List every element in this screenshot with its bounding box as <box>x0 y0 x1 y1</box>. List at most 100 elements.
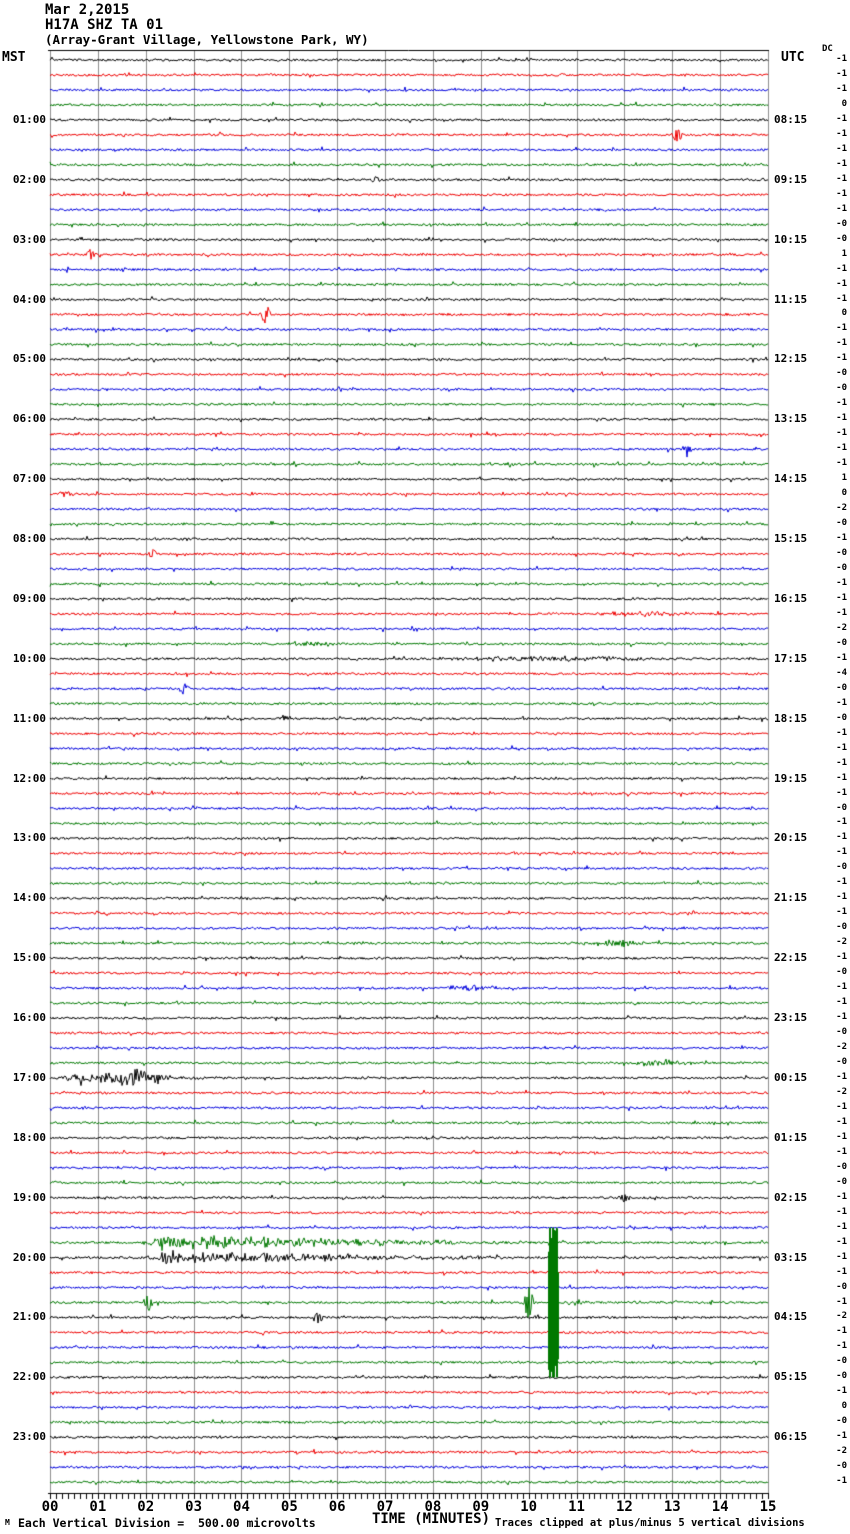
right-time-label: 02:15 <box>774 1190 808 1204</box>
dc-offset-value: -1 <box>836 1431 847 1442</box>
dc-offset-value: -1 <box>836 338 847 349</box>
dc-offset-value: -0 <box>836 967 847 978</box>
dc-offset-value: 0 <box>841 308 847 319</box>
dc-offset-value: 0 <box>841 98 847 109</box>
dc-offset-value: -1 <box>836 952 847 963</box>
dc-offset-value: -2 <box>836 622 847 633</box>
dc-offset-value: -0 <box>836 233 847 244</box>
dc-offset-value: -1 <box>836 817 847 828</box>
left-time-label: 09:00 <box>12 591 46 605</box>
dc-offset-value: -1 <box>836 652 847 663</box>
dc-offset-value: -1 <box>836 1221 847 1232</box>
dc-offset-value: -0 <box>836 368 847 379</box>
right-time-label: 00:15 <box>774 1070 808 1084</box>
dc-offset-value: -1 <box>836 1386 847 1397</box>
right-time-label: 15:15 <box>774 532 808 546</box>
left-time-label: 18:00 <box>12 1130 46 1144</box>
dc-offset-value: -1 <box>836 997 847 1008</box>
right-time-label: 17:15 <box>774 651 808 665</box>
dc-offset-value: -0 <box>836 1356 847 1367</box>
station-id: H17A SHZ TA 01 <box>45 17 164 33</box>
dc-offset-value: -0 <box>836 1056 847 1067</box>
dc-offset-value: -1 <box>836 607 847 618</box>
left-time-label: 14:00 <box>12 891 46 905</box>
dc-offset-value: -1 <box>836 1236 847 1247</box>
dc-offset-value: -1 <box>836 577 847 588</box>
x-tick-label: 04 <box>233 1499 250 1515</box>
left-time-label: 07:00 <box>12 472 46 486</box>
right-time-label: 18:15 <box>774 711 808 725</box>
dc-offset-value: -1 <box>836 203 847 214</box>
dc-offset-value: -1 <box>836 83 847 94</box>
dc-offset-value: -1 <box>836 1266 847 1277</box>
x-tick-label: 11 <box>568 1499 585 1515</box>
dc-offset-value: -1 <box>836 1206 847 1217</box>
dc-offset-value: -0 <box>836 518 847 529</box>
left-axis-title: MST <box>2 50 26 65</box>
x-tick-label: 03 <box>185 1499 203 1515</box>
x-tick-label: 10 <box>520 1499 538 1515</box>
dc-offset-value: -0 <box>836 802 847 813</box>
dc-offset-value: -0 <box>836 218 847 229</box>
x-tick-label: 07 <box>376 1499 394 1515</box>
dc-offset-value: -1 <box>836 54 847 64</box>
dc-offset-value: -1 <box>836 458 847 469</box>
dc-offset-value: -1 <box>836 188 847 199</box>
left-time-label: 22:00 <box>12 1370 46 1384</box>
dc-offset-value: -0 <box>836 1461 847 1472</box>
right-time-label: 10:15 <box>774 232 808 246</box>
dc-offset-value: -1 <box>836 1071 847 1082</box>
dc-offset-value: -1 <box>836 128 847 139</box>
left-time-label: 15:00 <box>12 951 46 965</box>
dc-offset-value: -1 <box>836 1326 847 1337</box>
dc-offset-value: -1 <box>836 263 847 274</box>
left-time-label: 21:00 <box>12 1310 46 1324</box>
dc-offset-value: -2 <box>836 1446 847 1457</box>
dc-offset-value: -1 <box>836 1341 847 1352</box>
dc-offset-value: -1 <box>836 143 847 154</box>
station-location: (Array-Grant Village, Yellowstone Park, … <box>45 32 369 47</box>
x-tick-label: 09 <box>472 1499 490 1515</box>
dc-offset-value: -0 <box>836 548 847 558</box>
dc-offset-value: -2 <box>836 1311 847 1322</box>
left-time-label: 12:00 <box>12 771 46 785</box>
dc-offset-value: -1 <box>836 907 847 918</box>
left-time-label: 01:00 <box>12 112 46 126</box>
dc-offset-value: -1 <box>836 697 847 708</box>
dc-offset-value: -1 <box>836 278 847 289</box>
right-time-label: 23:15 <box>774 1011 808 1025</box>
dc-offset-value: -1 <box>836 892 847 903</box>
dc-offset-value: -1 <box>836 727 847 738</box>
dc-column-header: DC <box>822 44 833 54</box>
dc-offset-value: -0 <box>836 862 847 873</box>
right-time-label: 12:15 <box>774 352 808 366</box>
dc-offset-value: -1 <box>836 1476 847 1487</box>
dc-offset-value: -1 <box>836 1131 847 1142</box>
left-time-label: 08:00 <box>12 532 46 546</box>
right-time-label: 05:15 <box>774 1370 808 1384</box>
right-time-label: 19:15 <box>774 771 808 785</box>
dc-offset-value: -0 <box>836 682 847 693</box>
dc-offset-value: -1 <box>836 592 847 603</box>
x-tick-label: 08 <box>424 1499 442 1515</box>
dc-offset-value: -0 <box>836 1281 847 1292</box>
x-tick-label: 01 <box>89 1499 107 1515</box>
date-title: Mar 2,2015 <box>45 2 130 18</box>
right-time-label: 21:15 <box>774 891 808 905</box>
left-time-label: 03:00 <box>12 232 46 246</box>
dc-offset-value: -1 <box>836 982 847 993</box>
x-tick-label: 15 <box>759 1499 777 1515</box>
right-time-label: 04:15 <box>774 1310 808 1324</box>
dc-offset-value: 0 <box>841 488 847 499</box>
dc-offset-value: -1 <box>836 353 847 364</box>
left-time-label: 02:00 <box>12 172 46 186</box>
right-time-label: 09:15 <box>774 172 808 186</box>
left-time-label: 16:00 <box>12 1011 46 1025</box>
right-time-label: 03:15 <box>774 1250 808 1264</box>
dc-offset-value: 0 <box>841 1401 847 1412</box>
dc-offset-value: -4 <box>836 667 847 678</box>
left-time-label: 19:00 <box>12 1190 46 1204</box>
dc-offset-value: -1 <box>836 68 847 79</box>
